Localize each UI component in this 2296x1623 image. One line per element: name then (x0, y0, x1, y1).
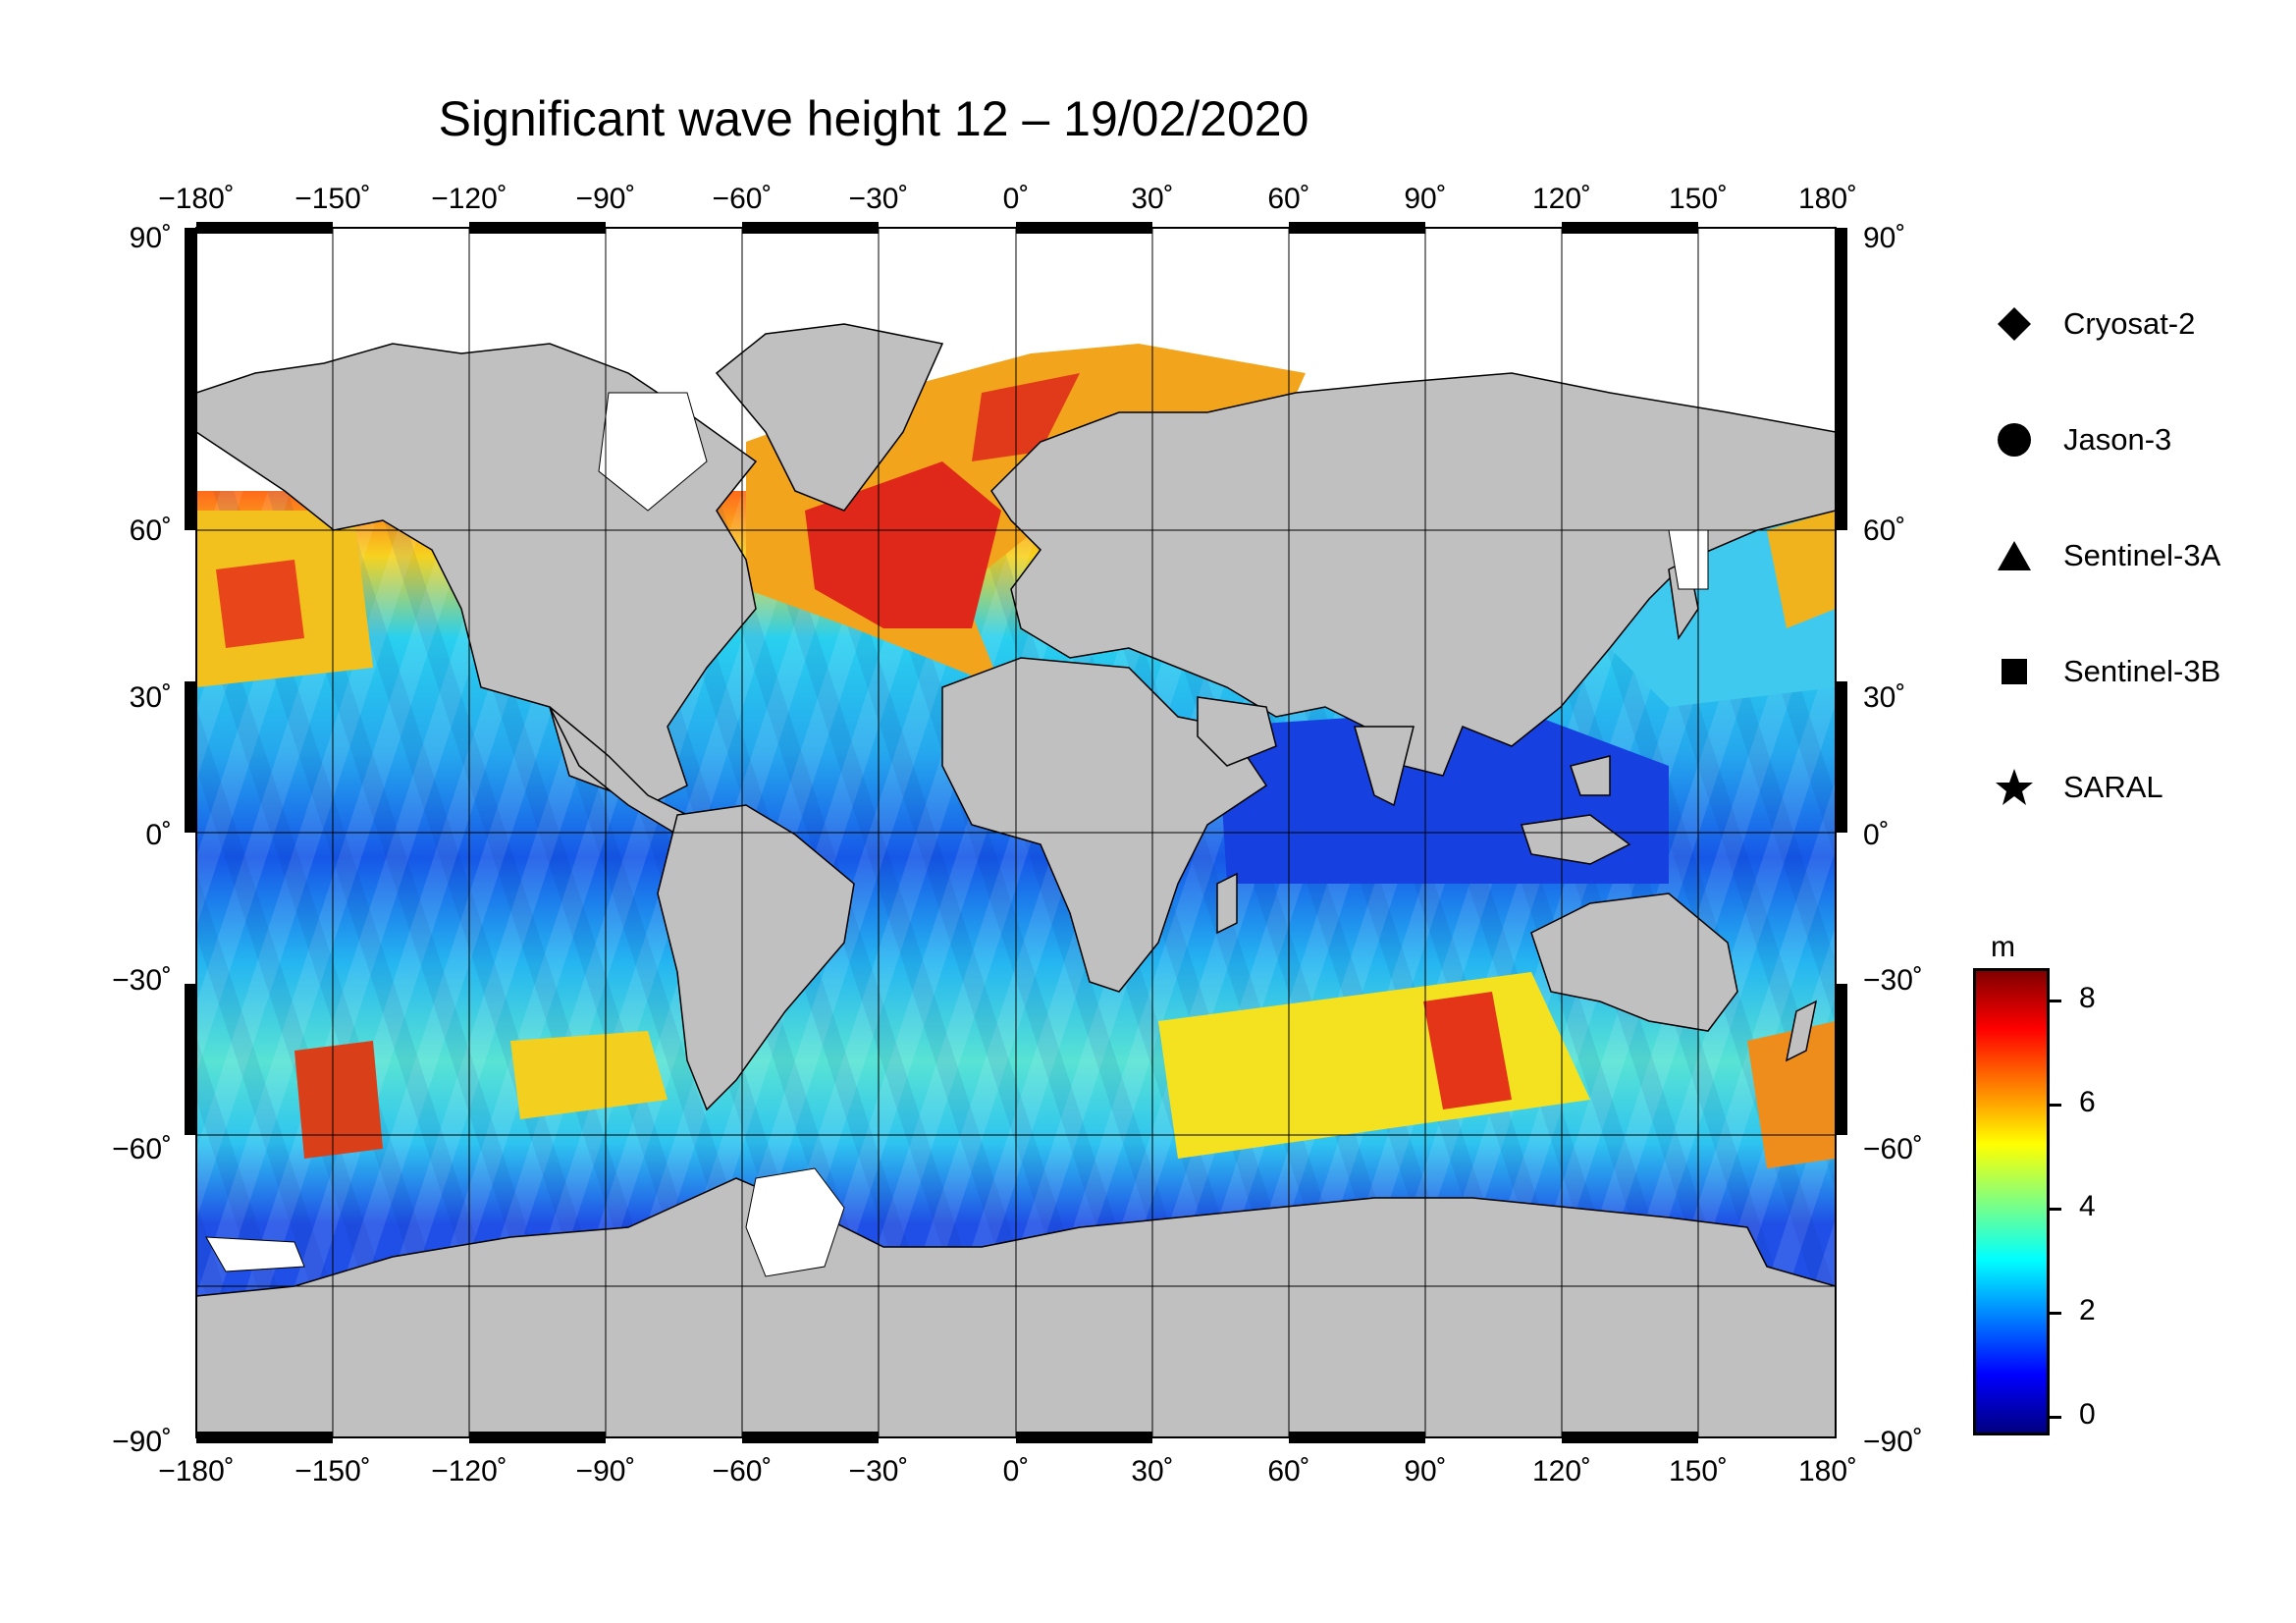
colorbar-label: 4 (2079, 1190, 2096, 1222)
bottom-longitude-labels: −180˚ −150˚ −120˚ −90˚ −60˚ −30˚ 0˚ 30˚ … (158, 1455, 1857, 1488)
colorbar (1973, 968, 2050, 1435)
lon-tick: −180˚ (158, 1455, 235, 1488)
right-latitude-labels: 90˚ 60˚ 30˚ 0˚ −30˚ −60˚ −90˚ (1863, 222, 1923, 1458)
lon-tick: 150˚ (1669, 183, 1728, 215)
lat-tick: 60˚ (130, 514, 172, 547)
legend-item-saral: SARAL (1995, 758, 2163, 817)
left-latitude-labels: 90˚ 60˚ 30˚ 0˚ −30˚ −60˚ −90˚ (112, 222, 172, 1458)
lon-tick: −90˚ (576, 1455, 636, 1488)
lon-tick: 150˚ (1669, 1455, 1728, 1488)
lon-tick: 180˚ (1798, 183, 1857, 215)
lon-tick: −150˚ (294, 183, 371, 215)
colorbar-tick (2050, 1416, 2061, 1419)
lat-tick: 90˚ (130, 222, 172, 254)
legend-label: Sentinel-3A (2063, 538, 2221, 572)
map-body (196, 228, 1836, 1437)
lat-tick: 30˚ (1863, 681, 1905, 714)
lon-tick: 180˚ (1798, 1455, 1857, 1488)
lon-tick: 60˚ (1267, 183, 1309, 215)
eurasia (990, 372, 1836, 777)
colorbar-label: 0 (2079, 1398, 2096, 1431)
south-america (657, 804, 855, 1111)
legend-label: SARAL (2063, 770, 2163, 804)
lon-tick: 0˚ (1003, 1455, 1030, 1488)
lat-tick: −60˚ (112, 1133, 172, 1165)
map-frame (185, 222, 1847, 1443)
graticule (196, 228, 1836, 1437)
lat-tick: 60˚ (1863, 514, 1905, 547)
legend-item-sentinel-3b: Sentinel-3B (1995, 642, 2220, 701)
lon-tick: −90˚ (576, 183, 636, 215)
lon-tick: −60˚ (713, 1455, 773, 1488)
africa (941, 657, 1268, 993)
legend-label: Cryosat-2 (2063, 306, 2196, 341)
colorbar-label: 8 (2079, 982, 2096, 1014)
map-title: Significant wave height 12 – 19/02/2020 (438, 91, 1309, 146)
colorbar-label: 6 (2079, 1086, 2096, 1118)
lon-tick: −120˚ (431, 1455, 507, 1488)
lon-tick: 60˚ (1267, 1455, 1309, 1488)
lon-tick: 30˚ (1131, 183, 1173, 215)
lon-tick: −30˚ (849, 183, 909, 215)
colorbar-label: 2 (2079, 1294, 2096, 1326)
lat-tick: 0˚ (145, 819, 172, 851)
star-icon (1995, 768, 2034, 807)
legend-item-jason: Jason-3 (1995, 410, 2171, 469)
lat-tick: −30˚ (1863, 964, 1923, 997)
lon-tick: 120˚ (1532, 183, 1591, 215)
lat-tick: 0˚ (1863, 819, 1890, 851)
legend-label: Sentinel-3B (2063, 654, 2221, 688)
lon-tick: 0˚ (1003, 183, 1030, 215)
lon-tick: −150˚ (294, 1455, 371, 1488)
lon-tick: 90˚ (1404, 183, 1446, 215)
colorbar-tick (2050, 1208, 2061, 1211)
colorbar-tick (2050, 1312, 2061, 1315)
triangle-icon (1995, 536, 2034, 575)
lon-tick: 90˚ (1404, 1455, 1446, 1488)
colorbar-unit: m (1991, 931, 2015, 963)
diamond-icon (1995, 304, 2034, 344)
circle-icon (1995, 420, 2034, 460)
lon-tick: −120˚ (431, 183, 507, 215)
lon-tick: −30˚ (849, 1455, 909, 1488)
lat-tick: −60˚ (1863, 1133, 1923, 1165)
lon-tick: −180˚ (158, 183, 235, 215)
legend-item-sentinel-3a: Sentinel-3A (1995, 526, 2220, 585)
lon-tick: 30˚ (1131, 1455, 1173, 1488)
lat-tick: −90˚ (112, 1426, 172, 1458)
australia (1530, 893, 1738, 1032)
square-icon (1995, 652, 2034, 691)
lon-tick: −60˚ (713, 183, 773, 215)
lat-tick: 90˚ (1863, 222, 1905, 254)
colorbar-tick (2050, 1104, 2061, 1107)
lat-tick: 30˚ (130, 681, 172, 714)
top-longitude-labels: −180˚ −150˚ −120˚ −90˚ −60˚ −30˚ 0˚ 30˚ … (158, 183, 1857, 215)
lat-tick: −30˚ (112, 964, 172, 997)
legend-item-cryosat: Cryosat-2 (1995, 295, 2195, 353)
greenland (715, 323, 944, 512)
colorbar-tick (2050, 1000, 2061, 1002)
legend-label: Jason-3 (2063, 422, 2172, 457)
lat-tick: −90˚ (1863, 1426, 1923, 1458)
lon-tick: 120˚ (1532, 1455, 1591, 1488)
